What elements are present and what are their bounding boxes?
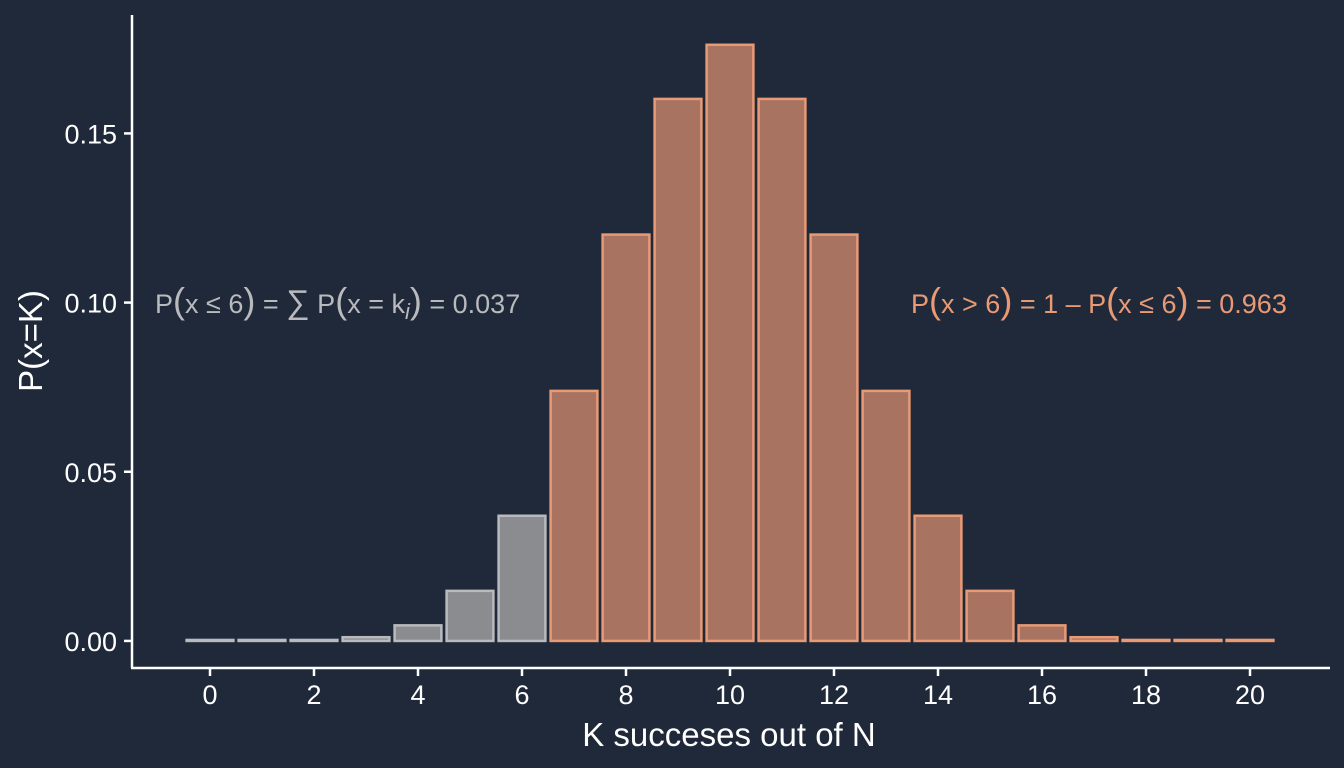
bar-k-0: [185, 638, 235, 643]
bar-k-10: [705, 43, 755, 643]
annotation-right-rhs: x ≤ 6: [1118, 289, 1176, 319]
x-tick-label: 20: [1235, 680, 1265, 710]
bar-k-20: [1225, 638, 1275, 643]
annotation-left-value: 0.037: [453, 289, 521, 319]
annotation-left: P(x ≤ 6) = ∑ P(x = ki) = 0.037: [155, 280, 520, 324]
bar-k-9: [653, 97, 703, 643]
y-ticks-group: 0.00 0.05 0.10 0.15: [64, 119, 132, 657]
x-tick-label: 16: [1027, 680, 1057, 710]
annotation-left-lhs: x ≤ 6: [185, 289, 243, 319]
annotation-right-mid: 1 – P: [1043, 289, 1106, 319]
x-tick-label: 2: [306, 680, 321, 710]
y-tick-label: 0.10: [64, 289, 117, 319]
bar-k-15: [965, 589, 1015, 643]
bar-k-8: [601, 233, 651, 643]
x-axis-title: K succeses out of N: [582, 716, 875, 753]
y-tick-label: 0.15: [64, 119, 117, 149]
y-tick-label: 0.05: [64, 458, 117, 488]
bar-k-11: [757, 97, 807, 643]
x-tick-label: 10: [715, 680, 745, 710]
annotation-left-subscript: i: [405, 299, 411, 324]
y-tick-label: 0.00: [64, 627, 117, 657]
x-tick-label: 14: [923, 680, 953, 710]
bar-k-1: [237, 638, 287, 643]
x-tick-label: 18: [1131, 680, 1161, 710]
annotation-right-lhs: x > 6: [941, 289, 1000, 319]
x-tick-label: 8: [618, 680, 633, 710]
annotation-left-rhs: x = k: [347, 289, 405, 319]
bar-k-6: [497, 514, 547, 643]
bar-k-14: [913, 514, 963, 643]
x-tick-label: 6: [514, 680, 529, 710]
x-tick-label: 12: [819, 680, 849, 710]
annotation-right: P(x > 6) = 1 – P(x ≤ 6) = 0.963: [911, 280, 1287, 321]
bar-k-3: [341, 635, 391, 643]
bar-k-7: [549, 389, 599, 643]
bar-k-4: [393, 624, 443, 643]
x-tick-label: 0: [202, 680, 217, 710]
bar-k-13: [861, 389, 911, 643]
x-ticks-group: 0 2 4 6 8 10 12 14 16 18 20: [202, 668, 1265, 710]
bar-k-19: [1173, 638, 1223, 643]
bar-k-17: [1069, 635, 1119, 643]
y-axis-title: P(x=K): [12, 290, 49, 392]
bar-k-16: [1017, 624, 1067, 643]
bar-k-2: [289, 638, 339, 643]
x-tick-label: 4: [410, 680, 425, 710]
annotation-right-value: 0.963: [1219, 289, 1287, 319]
bars-group: [185, 43, 1275, 643]
bar-k-18: [1121, 638, 1171, 643]
bar-k-12: [809, 233, 859, 643]
bar-k-5: [445, 589, 495, 643]
